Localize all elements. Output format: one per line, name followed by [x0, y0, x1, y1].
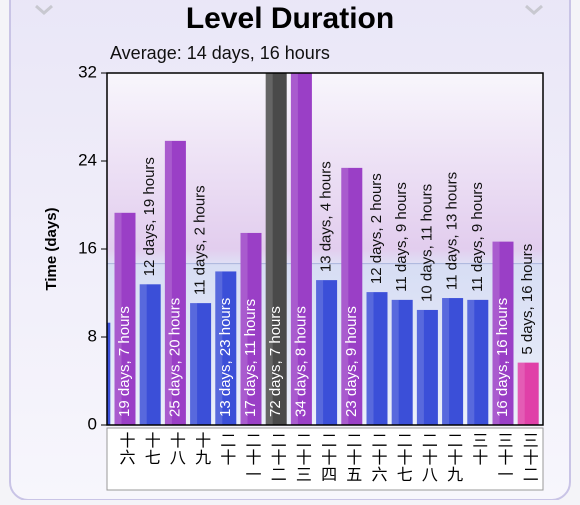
x-tick-label: 三十二	[520, 432, 539, 483]
y-axis-label: Time (days)	[43, 207, 60, 290]
bar	[190, 303, 212, 425]
value-label: 11 days, 9 hours	[393, 182, 410, 292]
bar	[391, 299, 413, 425]
bar	[215, 271, 237, 425]
x-tick-label: 十八	[167, 432, 186, 466]
bar-shine	[114, 212, 122, 425]
x-tick-label: 二十六	[369, 432, 388, 483]
bar-shine	[316, 280, 324, 425]
bar	[492, 241, 514, 425]
x-tick-label: 二十八	[419, 432, 438, 483]
y-tick-label: 16	[78, 238, 97, 257]
x-tick-label: 二十九	[444, 432, 463, 483]
bar-shine	[215, 271, 223, 425]
value-label: 23 days, 9 hours	[343, 306, 360, 417]
bar	[107, 322, 111, 425]
bar-shine	[391, 299, 399, 425]
bar	[341, 167, 363, 425]
value-label: 17 days, 11 hours	[242, 299, 259, 417]
bar	[416, 309, 438, 425]
y-tick-label: 0	[88, 414, 97, 433]
bar-shine	[139, 284, 147, 425]
bar-shine	[366, 292, 374, 425]
bar	[114, 212, 136, 425]
bar-shine	[341, 167, 349, 425]
bar-shine	[265, 73, 273, 425]
x-tick-label: 十七	[142, 432, 161, 466]
x-tick-label: 二十一	[243, 432, 262, 483]
x-label-box	[106, 427, 544, 491]
value-label: 34 days, 8 hours	[292, 306, 309, 417]
y-tick-label: 32	[78, 62, 97, 81]
value-label: 13 days, 4 hours	[318, 161, 335, 272]
bar-shine	[442, 298, 450, 425]
value-label: 19 days, 7 hours	[116, 306, 133, 417]
bar	[265, 73, 287, 425]
x-tick-label: 十六	[117, 432, 136, 466]
x-tick-label: 二十四	[318, 432, 337, 483]
bar	[442, 298, 464, 425]
bar-shine	[416, 309, 424, 425]
bar	[366, 292, 388, 425]
value-label: 11 days, 9 hours	[469, 182, 486, 292]
bar-shine	[190, 303, 198, 425]
value-label: 11 days, 2 hours	[192, 185, 209, 295]
value-label: 13 days, 23 hours	[217, 298, 234, 417]
bar	[139, 284, 161, 425]
value-label: 25 days, 20 hours	[166, 298, 183, 417]
bar	[467, 299, 489, 425]
bars: 19 days, 7 hours 12 days, 19 hours 25 days…	[107, 73, 543, 425]
x-tick-label: 三十	[469, 432, 488, 466]
value-label: 72 days, 7 hours	[267, 306, 284, 417]
bar	[164, 140, 186, 425]
value-label: 5 days, 16 hours	[519, 244, 536, 355]
chart-title: Level Duration	[186, 2, 394, 35]
bar-shine	[290, 73, 298, 425]
x-tick-label: 三十一	[495, 432, 514, 483]
value-label: 11 days, 13 hours	[444, 172, 461, 290]
y-tick-label: 24	[78, 150, 97, 169]
y-tick-label: 8	[88, 326, 97, 345]
x-tick-label: 二十五	[343, 432, 362, 483]
x-tick-label: 二十七	[394, 432, 413, 483]
bar	[290, 73, 312, 425]
subtitle: Average: 14 days, 16 hours	[110, 43, 330, 63]
chevron[interactable]	[525, 4, 543, 15]
bar-shine	[467, 299, 475, 425]
value-label: 10 days, 11 hours	[418, 184, 435, 302]
bar	[316, 280, 338, 425]
value-label: 12 days, 19 hours	[141, 157, 158, 276]
bar-shine	[240, 232, 248, 425]
bar-shine	[164, 140, 172, 425]
chevron[interactable]	[35, 4, 53, 15]
bar-shine	[492, 241, 500, 425]
bar	[240, 232, 262, 425]
x-tick-label: 二十	[217, 432, 236, 466]
bar-shine	[517, 362, 525, 425]
value-label: 12 days, 2 hours	[368, 173, 385, 284]
x-tick-label: 二十三	[293, 432, 312, 483]
x-tick-label: 二十二	[268, 432, 287, 483]
x-tick-label: 十九	[192, 432, 211, 466]
value-label: 16 days, 16 hours	[494, 298, 511, 417]
bar	[517, 362, 539, 425]
